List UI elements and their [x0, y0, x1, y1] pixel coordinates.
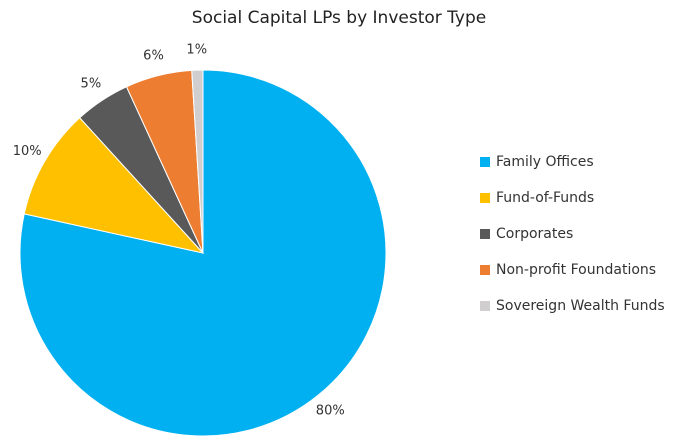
- pie-slice: [191, 69, 204, 254]
- legend-swatch: [480, 157, 490, 167]
- legend-swatch: [480, 265, 490, 275]
- legend-label: Fund-of-Funds: [496, 190, 594, 206]
- data-label: 6%: [143, 49, 164, 64]
- data-label: 10%: [13, 144, 42, 159]
- legend-swatch: [480, 229, 490, 239]
- legend-label: Non-profit Foundations: [496, 262, 656, 278]
- legend-swatch: [480, 301, 490, 311]
- chart-title: Social Capital LPs by Investor Type: [192, 8, 486, 28]
- pie-slice: [23, 117, 205, 254]
- data-label: 1%: [186, 43, 207, 58]
- data-label: 80%: [316, 404, 345, 419]
- legend-label: Corporates: [496, 226, 573, 242]
- legend-label: Family Offices: [496, 154, 594, 170]
- legend-label: Sovereign Wealth Funds: [496, 298, 665, 314]
- data-label: 5%: [81, 76, 102, 91]
- legend-swatch: [480, 193, 490, 203]
